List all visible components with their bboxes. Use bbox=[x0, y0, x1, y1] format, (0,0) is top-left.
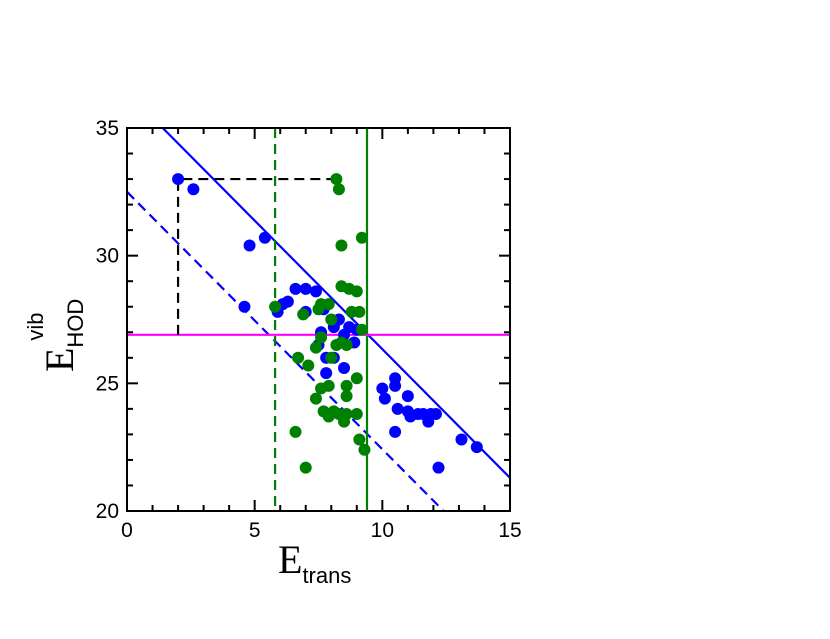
data-points bbox=[172, 173, 483, 474]
point-series0-30 bbox=[401, 390, 414, 403]
point-series1-21 bbox=[325, 351, 338, 364]
point-series1-35 bbox=[322, 410, 335, 423]
point-series0-41 bbox=[432, 461, 445, 474]
point-series0-2 bbox=[243, 239, 256, 252]
point-series1-34 bbox=[350, 407, 363, 420]
point-series1-29 bbox=[309, 392, 322, 405]
point-series1-23 bbox=[302, 359, 315, 372]
point-series0-1 bbox=[187, 183, 200, 196]
point-series0-38 bbox=[389, 425, 402, 438]
point-series0-9 bbox=[299, 282, 312, 295]
point-series0-24 bbox=[320, 367, 333, 380]
point-series0-7 bbox=[281, 295, 294, 308]
point-series1-0 bbox=[330, 173, 343, 186]
point-series0-29 bbox=[391, 402, 404, 415]
point-series1-26 bbox=[340, 379, 353, 392]
point-series1-20 bbox=[340, 339, 353, 352]
point-series0-3 bbox=[258, 231, 271, 244]
point-series1-14 bbox=[325, 313, 338, 326]
point-series1-2 bbox=[355, 231, 368, 244]
x-tick-label: 10 bbox=[371, 519, 394, 542]
y-tick-label: 20 bbox=[96, 500, 119, 523]
point-series1-38 bbox=[353, 433, 366, 446]
point-series1-39 bbox=[358, 443, 371, 456]
point-series1-36 bbox=[338, 415, 351, 428]
point-series1-12 bbox=[353, 305, 366, 318]
point-series0-37 bbox=[429, 407, 442, 420]
point-series1-37 bbox=[289, 425, 302, 438]
point-series1-13 bbox=[297, 308, 310, 321]
point-series0-8 bbox=[289, 282, 302, 295]
x-tick-label: 0 bbox=[121, 519, 133, 542]
plot-frame bbox=[126, 127, 511, 512]
point-series0-28 bbox=[389, 379, 402, 392]
tick-labels: 0 5 10 15 20 25 30 35 bbox=[96, 117, 522, 542]
point-series1-24 bbox=[350, 372, 363, 385]
x-tick-label: 15 bbox=[498, 519, 521, 542]
point-series1-17 bbox=[309, 341, 322, 354]
reference-line-1 bbox=[126, 191, 445, 512]
bracket-line-5 bbox=[176, 177, 337, 335]
y-tick-label: 30 bbox=[96, 245, 119, 268]
y-axis-label-sup: vib bbox=[23, 313, 48, 341]
point-series0-26 bbox=[378, 392, 391, 405]
point-series0-4 bbox=[238, 300, 251, 313]
point-series1-3 bbox=[335, 239, 348, 252]
point-series0-36 bbox=[422, 415, 435, 428]
axis-ticks bbox=[126, 127, 511, 512]
point-series1-10 bbox=[312, 303, 325, 316]
point-series1-6 bbox=[322, 298, 335, 311]
x-axis-label-sub: trans bbox=[302, 563, 351, 588]
y-tick-label: 35 bbox=[96, 117, 119, 140]
y-axis-label-sub: HOD bbox=[63, 299, 88, 348]
y-axis-label: EHOD vib bbox=[23, 299, 88, 372]
point-series1-40 bbox=[299, 461, 312, 474]
y-axis-label-main: E bbox=[37, 348, 82, 372]
point-series1-9 bbox=[350, 285, 363, 298]
point-series0-39 bbox=[455, 433, 468, 446]
x-axis-label-main: E bbox=[278, 537, 302, 582]
point-series1-22 bbox=[292, 351, 305, 364]
point-series0-10 bbox=[309, 285, 322, 298]
reference-lines bbox=[126, 127, 511, 512]
svg-text:EHODvib: EHOD vib bbox=[23, 299, 88, 372]
point-series1-4 bbox=[269, 300, 282, 313]
point-series0-22 bbox=[338, 362, 351, 375]
x-axis-label: Etrans bbox=[278, 537, 351, 588]
point-series1-28 bbox=[315, 382, 328, 395]
point-series1-1 bbox=[332, 183, 345, 196]
point-series0-0 bbox=[172, 173, 185, 186]
point-series1-27 bbox=[340, 390, 353, 403]
x-tick-label: 5 bbox=[249, 519, 261, 542]
point-series1-15 bbox=[355, 323, 368, 336]
y-tick-label: 25 bbox=[96, 372, 119, 395]
point-series0-40 bbox=[470, 441, 483, 454]
reference-line-0 bbox=[161, 127, 511, 479]
point-series0-25 bbox=[376, 382, 389, 395]
point-series1-16 bbox=[315, 331, 328, 344]
